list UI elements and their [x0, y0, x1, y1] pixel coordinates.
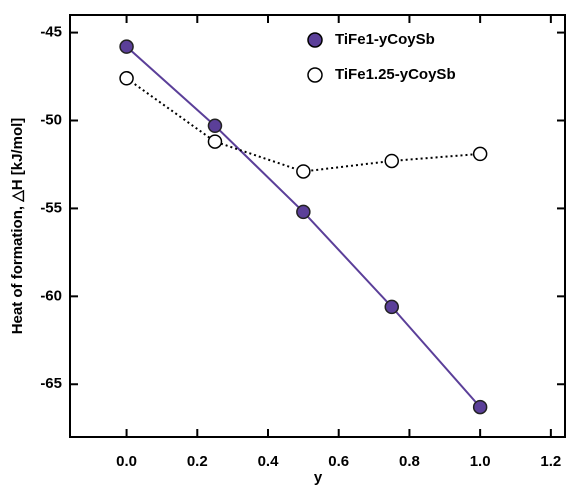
series-line — [125, 77, 481, 173]
x-tick-label: 1.2 — [540, 453, 561, 470]
legend-marker — [307, 32, 323, 48]
x-tick-label: 0.2 — [187, 453, 208, 470]
y-tick-label: -45 — [40, 24, 62, 41]
x-tick-label: 0.0 — [116, 453, 137, 470]
series-line — [125, 45, 481, 408]
y-axis-label: Heat of formation, △H [kJ/mol] — [9, 118, 26, 335]
y-tick-label: -50 — [40, 111, 62, 128]
marker — [119, 39, 134, 54]
marker — [384, 153, 399, 169]
x-tick-label: 0.8 — [399, 453, 420, 470]
legend-label: TiFe1-yCoySb — [335, 31, 435, 48]
marker — [207, 118, 223, 134]
x-tick-label: 1.0 — [470, 453, 491, 470]
x-tick-label: 0.6 — [328, 453, 349, 470]
marker — [296, 204, 311, 220]
marker — [207, 134, 223, 149]
legend-label: TiFe1.25-yCoySb — [335, 66, 456, 83]
marker — [384, 299, 399, 315]
marker — [472, 146, 488, 162]
legend-marker — [307, 67, 323, 83]
marker — [472, 399, 488, 415]
y-tick-label: -55 — [40, 199, 62, 216]
marker — [296, 164, 311, 179]
x-axis-label: y — [314, 469, 323, 486]
y-tick-label: -60 — [40, 287, 62, 304]
y-tick-label: -65 — [40, 375, 62, 392]
x-tick-label: 0.4 — [258, 453, 280, 470]
plot-frame — [69, 14, 566, 438]
marker — [119, 71, 134, 86]
